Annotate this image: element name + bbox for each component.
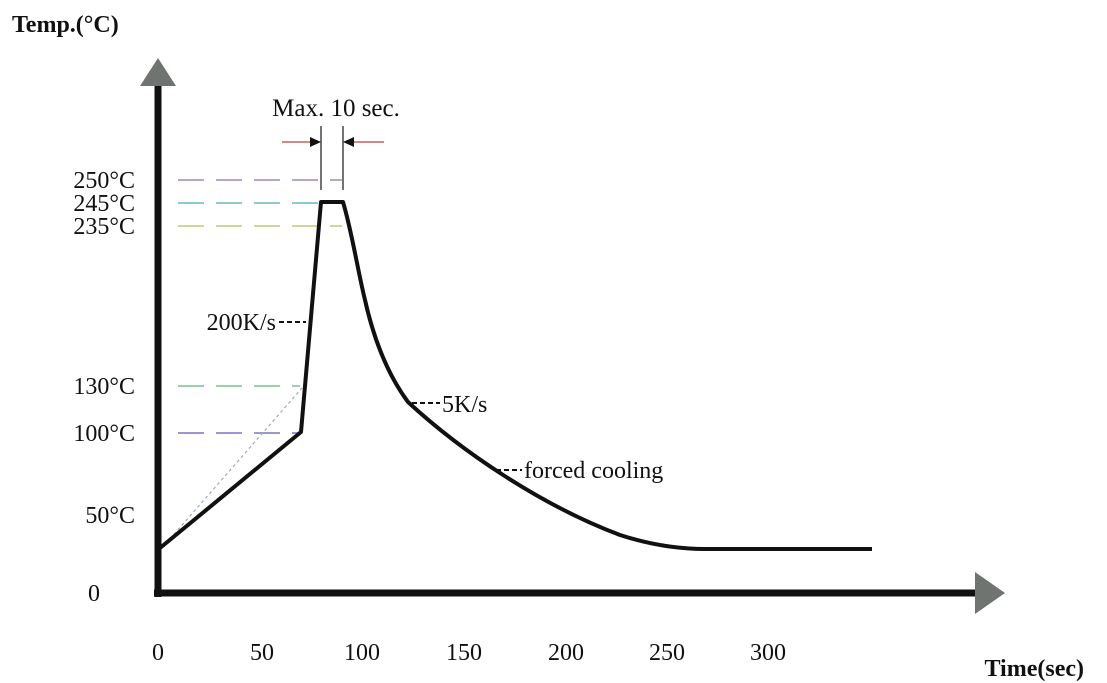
axes [140, 58, 1005, 614]
x-tick-label: 0 [152, 640, 164, 666]
y-axis-arrow [140, 58, 176, 86]
max-time-label: Max. 10 sec. [272, 95, 400, 122]
y-tick-label: 0 [88, 581, 100, 607]
reference-lines [178, 179, 342, 434]
x-tick-label: 300 [750, 640, 786, 666]
y-tick-label: 245°C [73, 191, 135, 217]
forced-cooling-label: forced cooling [524, 458, 663, 484]
y-tick-label: 50°C [85, 503, 135, 529]
x-tick-label: 200 [548, 640, 584, 666]
y-tick-label: 100°C [73, 421, 135, 447]
temperature-profile-line [158, 200, 872, 551]
x-axis-arrow [975, 572, 1005, 614]
x-tick-label: 250 [649, 640, 685, 666]
y-tick-label: 130°C [73, 374, 135, 400]
y-tick-label: 235°C [73, 214, 135, 240]
cooling-rate-label: 5K/s [442, 392, 487, 418]
max-time-arrow-right-head [343, 137, 354, 147]
y-axis-label: Temp.(°C) [12, 12, 119, 38]
y-tick-label: 250°C [73, 168, 135, 194]
heating-guide-line [161, 387, 303, 549]
x-tick-label: 150 [446, 640, 482, 666]
max-time-arrow-left-head [310, 137, 321, 147]
heating-rate-label: 200K/s [207, 310, 276, 336]
profile-curve-group [158, 200, 872, 551]
x-tick-label: 100 [344, 640, 380, 666]
x-tick-label: 50 [250, 640, 274, 666]
guide-lines [161, 387, 303, 549]
x-axis-label: Time(sec) [984, 656, 1084, 682]
annotations: Max. 10 sec. 200K/s 5K/s forced cooling [207, 95, 664, 484]
